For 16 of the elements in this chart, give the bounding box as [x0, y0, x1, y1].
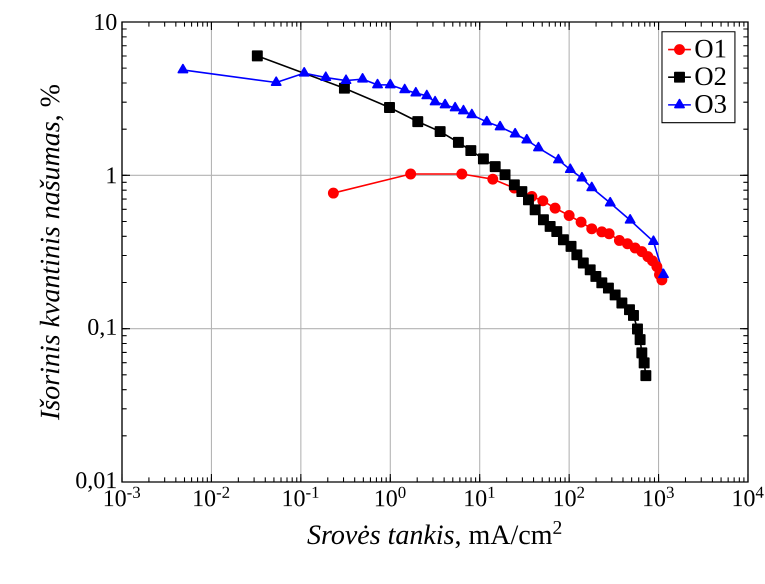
y-tick-label: 0,01: [76, 472, 116, 492]
legend-label: O3: [695, 95, 726, 113]
x-tick-label: 10$^{-2}$: [194, 486, 230, 506]
x-tick-label: 10$^{1}$: [465, 486, 495, 506]
x-tick-label: 10$^{4}$: [734, 486, 764, 506]
legend-label: O2: [695, 67, 726, 86]
x-tick-label: 10$^{2}$: [554, 486, 584, 506]
x-tick-label: 10$^{0}$: [376, 486, 406, 506]
y-tick-label: 0,1: [88, 318, 116, 338]
y-tick-label: 1: [107, 167, 116, 184]
y-tick-label: 10: [95, 14, 116, 30]
x-axis-title: Srovės tankis, mA/cm$^{2}$: [307, 520, 562, 548]
x-tick-label: 10$^{3}$: [644, 486, 674, 506]
x-tick-label: 10$^{-1}$: [284, 486, 318, 506]
y-axis-title: Išorinis kvantinis našumas, %: [40, 84, 64, 420]
legend-label: O1: [695, 40, 726, 58]
